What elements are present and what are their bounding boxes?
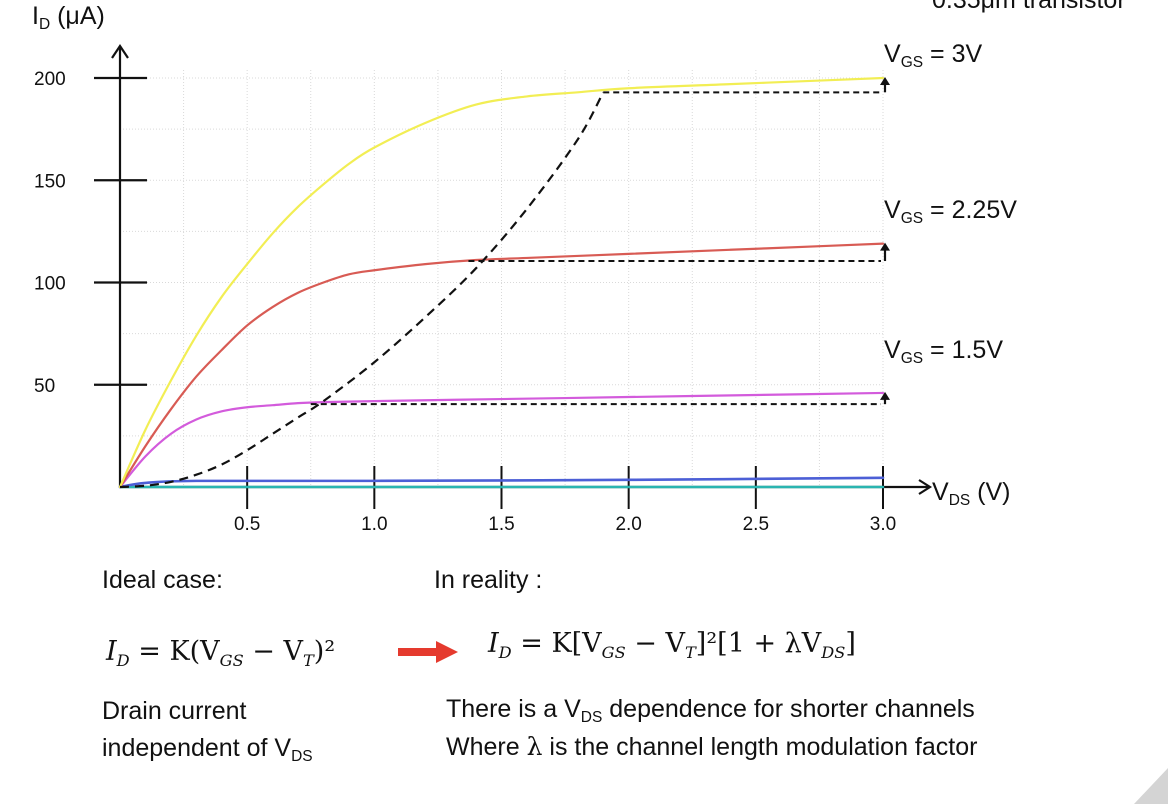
x-tick-label: 2.0 (615, 514, 641, 535)
drain-characteristic-chart: 50 100 150 200 0.5 1.0 1.5 2.0 2.5 3.0 (34, 44, 933, 535)
y-tick-label: 200 (34, 69, 66, 90)
x-tick-label: 3.0 (870, 514, 896, 535)
x-tick-label: 1.0 (361, 514, 387, 535)
level-arrow-head (880, 77, 890, 85)
y-tick-label: 150 (34, 171, 66, 192)
x-tick-label: 2.5 (743, 514, 769, 535)
ideal-description-line1: Drain current (102, 697, 247, 725)
page-corner-icon (1134, 768, 1168, 804)
x-axis-label: VDS (V) (932, 478, 1011, 510)
y-axis-arrow (111, 44, 129, 59)
red-arrow-icon (398, 641, 458, 663)
x-tick-label: 1.5 (488, 514, 514, 535)
vgs-1-5v-label: VGS = 1.5V (884, 336, 1004, 368)
axis-layer (94, 44, 933, 509)
in-reality-heading: In reality : (434, 566, 543, 594)
ideal-equation: ID = K(VGS − VT)² (106, 636, 336, 670)
ideal-description-line2: independent of VDS (102, 734, 313, 766)
x-tick-label: 0.5 (234, 514, 260, 535)
tick-label-layer: 50 100 150 200 0.5 1.0 1.5 2.0 2.5 3.0 (34, 69, 896, 535)
series-layer (118, 76, 885, 489)
real-description-line1: There is a VDS dependence for shorter ch… (446, 695, 975, 727)
y-tick-label: 100 (34, 274, 66, 295)
grid-layer (120, 70, 884, 487)
real-equation: ID = K[VGS − VT]²[1 + λVDS] (488, 628, 856, 662)
real-description-line2: Where λ is the channel length modulation… (446, 732, 978, 761)
y-tick-label: 50 (34, 376, 55, 397)
vgs-3v-label: VGS = 3V (884, 40, 983, 72)
red-arrow-shaft (398, 648, 438, 656)
level-arrow-head (880, 242, 890, 251)
series-line-3 (118, 476, 885, 489)
boundary-layer (119, 91, 605, 489)
vgs-2-25v-label: VGS = 2.25V (884, 196, 1017, 228)
red-arrow-head (436, 641, 458, 663)
series-line-2 (118, 391, 885, 489)
saturation-level-layer (310, 77, 890, 406)
series-line-1 (118, 242, 885, 489)
transistor-size-note: 0.35μm transistor (932, 0, 1126, 14)
series-line-0 (118, 76, 885, 489)
ideal-case-heading: Ideal case: (102, 566, 223, 594)
x-axis-arrow (918, 479, 933, 495)
saturation-boundary-line (119, 91, 605, 489)
level-arrow-head (880, 391, 890, 400)
y-axis-label: ID (μA) (32, 2, 105, 34)
